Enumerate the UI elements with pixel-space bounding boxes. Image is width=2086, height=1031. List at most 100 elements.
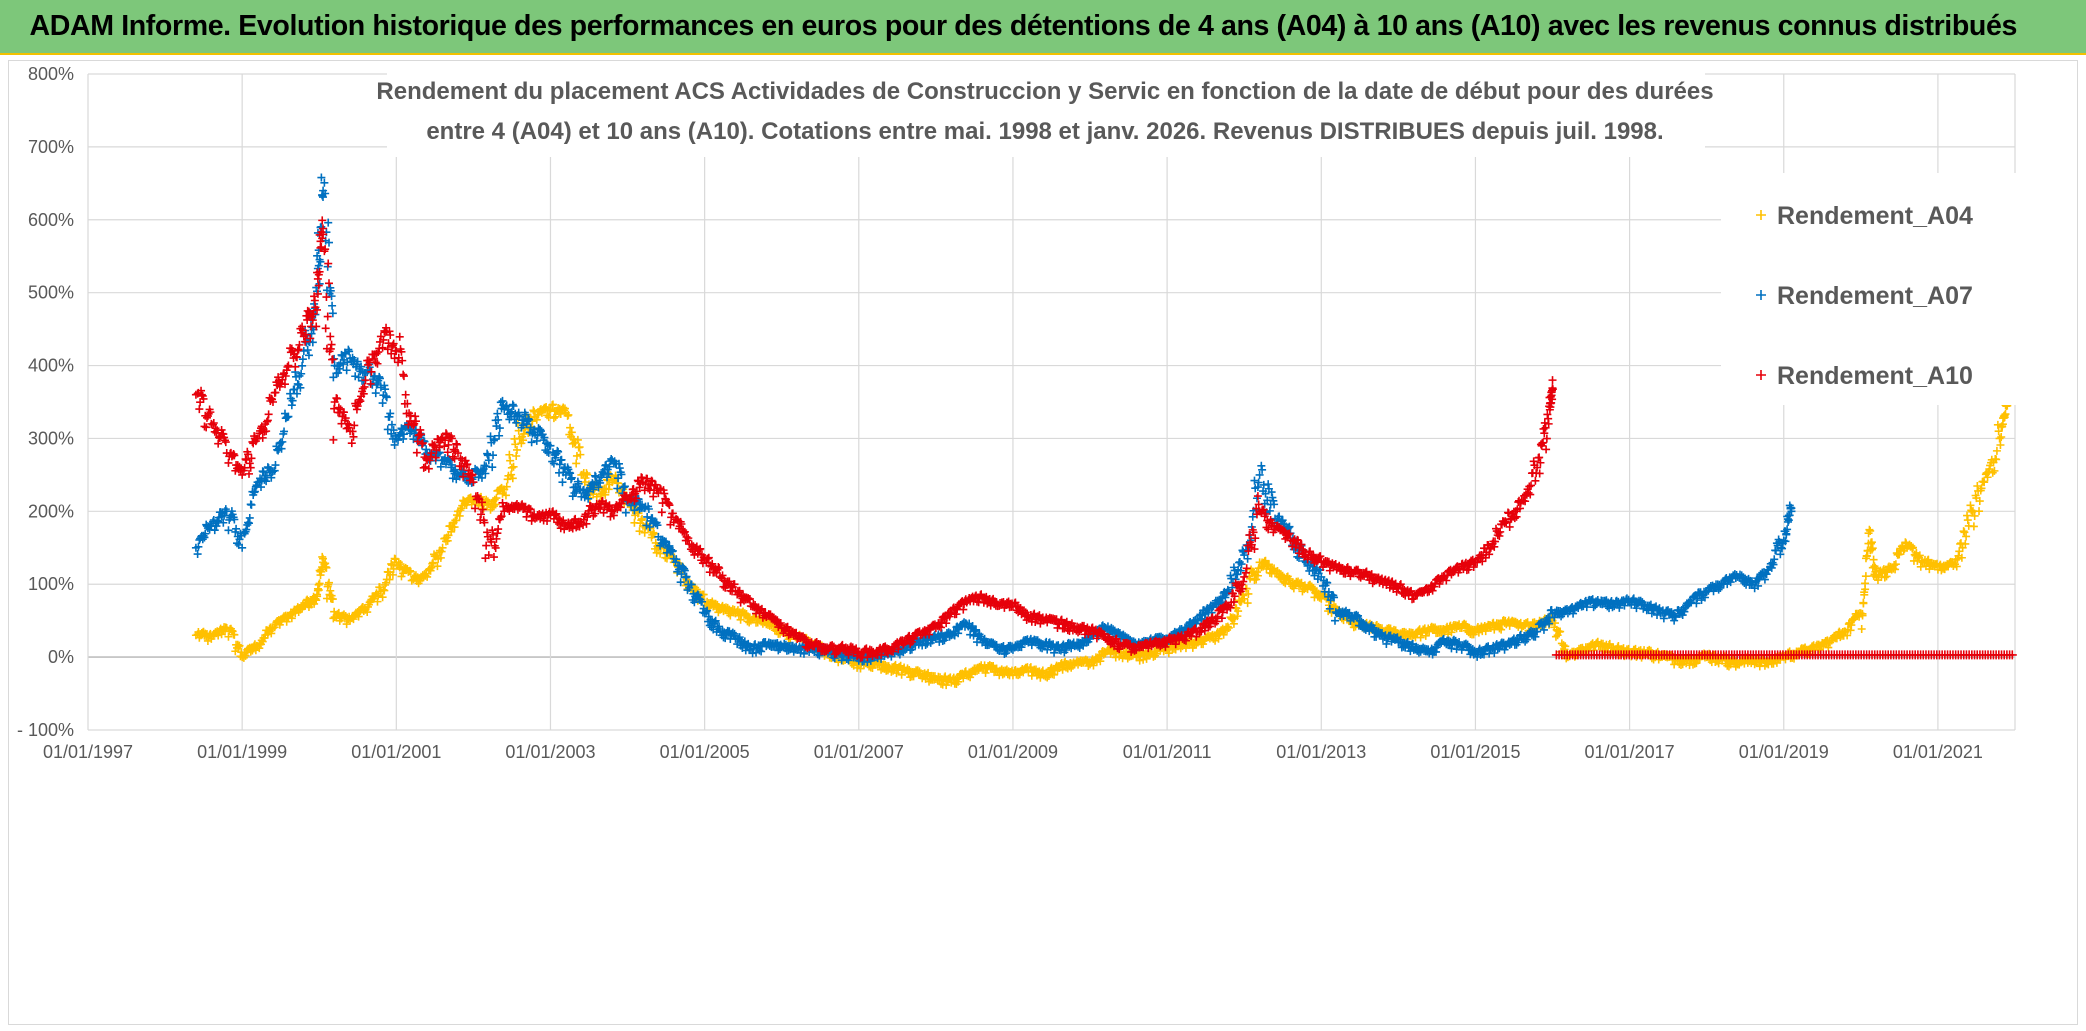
data-point xyxy=(511,440,520,449)
data-point xyxy=(1995,434,2004,443)
data-point xyxy=(374,591,383,600)
data-point xyxy=(321,324,330,333)
data-point xyxy=(221,438,230,447)
data-point xyxy=(334,403,343,412)
banner-title: ADAM Informe. Evolution historique des p… xyxy=(29,10,2018,42)
data-point xyxy=(423,572,432,581)
series-layer xyxy=(191,173,2017,690)
report-banner: ADAM Informe. Evolution historique des p… xyxy=(0,0,2086,55)
data-point xyxy=(195,405,204,414)
data-point xyxy=(387,420,396,429)
data-point xyxy=(567,428,576,437)
data-point xyxy=(482,541,491,550)
chart-area: - 100% 0% 100% 200% 300% 400% 500% 600% 700% 800%… xyxy=(8,60,2078,1025)
data-point xyxy=(492,494,501,503)
data-point xyxy=(379,585,388,594)
data-point xyxy=(1859,599,1868,608)
scatter-chart: - 100%0%100%200%300%400%500%600%700%800%… xyxy=(17,61,2029,762)
data-point xyxy=(438,543,447,552)
data-point xyxy=(489,451,498,460)
data-point xyxy=(482,495,491,504)
data-point xyxy=(502,482,511,491)
data-point xyxy=(488,463,497,472)
data-point xyxy=(576,450,585,459)
data-point xyxy=(193,550,202,559)
data-point xyxy=(1963,516,1972,525)
data-point xyxy=(247,500,256,509)
data-point xyxy=(638,514,647,523)
data-point xyxy=(1861,572,1870,581)
data-point xyxy=(200,422,209,431)
data-point xyxy=(291,362,300,371)
data-point xyxy=(1969,522,1978,531)
series-Rendement_A04 xyxy=(191,399,2012,690)
data-point xyxy=(560,404,569,413)
data-point xyxy=(433,562,442,571)
data-point xyxy=(334,368,343,377)
data-point xyxy=(1990,466,1999,475)
data-point xyxy=(635,527,644,536)
data-point xyxy=(325,279,334,288)
data-point xyxy=(347,439,356,448)
data-point xyxy=(621,508,630,517)
data-point xyxy=(315,579,324,588)
data-point xyxy=(478,505,487,514)
data-point xyxy=(381,385,390,394)
data-point xyxy=(450,523,459,532)
data-point xyxy=(509,462,518,471)
data-point xyxy=(564,410,573,419)
data-point xyxy=(507,470,516,479)
data-point xyxy=(527,438,536,447)
data-point xyxy=(412,448,421,457)
data-point xyxy=(389,564,398,573)
data-point xyxy=(401,390,410,399)
data-point xyxy=(494,525,503,534)
data-point xyxy=(519,429,528,438)
data-point xyxy=(508,474,517,483)
data-point xyxy=(378,593,387,602)
data-point xyxy=(1869,555,1878,564)
data-point xyxy=(329,435,338,444)
data-point xyxy=(506,456,515,465)
data-point xyxy=(490,495,499,504)
data-point xyxy=(549,459,558,468)
data-point xyxy=(394,558,403,567)
data-point xyxy=(406,567,415,576)
data-point xyxy=(304,351,313,360)
data-point xyxy=(395,332,404,341)
data-point xyxy=(271,388,280,397)
data-point xyxy=(1975,507,1984,516)
data-point xyxy=(419,463,428,472)
data-point xyxy=(246,463,255,472)
data-point xyxy=(501,491,510,500)
data-point xyxy=(1252,575,1261,584)
data-point xyxy=(328,301,337,310)
data-point xyxy=(657,508,666,517)
data-point xyxy=(245,513,254,522)
data-point xyxy=(233,640,242,649)
data-point xyxy=(396,560,405,569)
data-point xyxy=(566,423,575,432)
data-point xyxy=(328,355,337,364)
data-point xyxy=(583,470,592,479)
data-point xyxy=(592,492,601,501)
data-point xyxy=(507,463,516,472)
data-point xyxy=(264,410,273,419)
data-point xyxy=(1960,528,1969,537)
data-point xyxy=(489,553,498,562)
data-point xyxy=(378,399,387,408)
data-point xyxy=(437,547,446,556)
data-point xyxy=(303,346,312,355)
data-point xyxy=(399,372,408,381)
data-point xyxy=(235,641,244,650)
data-point xyxy=(325,578,334,587)
data-point xyxy=(313,274,322,283)
data-point xyxy=(573,435,582,444)
data-point xyxy=(429,558,438,567)
data-point xyxy=(328,595,337,604)
data-point xyxy=(224,526,233,535)
data-point xyxy=(557,455,566,464)
data-point xyxy=(575,443,584,452)
data-point xyxy=(427,563,436,572)
gridlines xyxy=(87,73,2016,731)
